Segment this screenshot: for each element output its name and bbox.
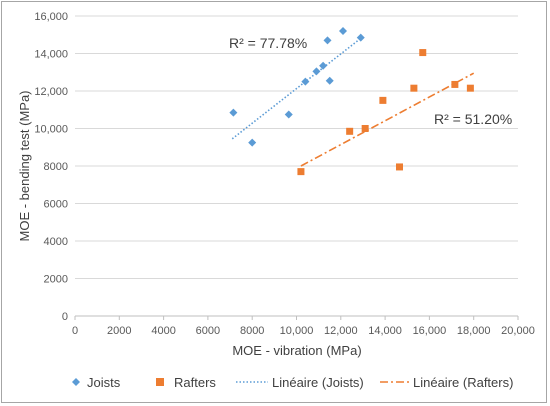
data-point-rafters [361,125,369,132]
x-tick-label: 14,000 [368,325,402,337]
x-tick-labels: 0 2000 4000 6000 8000 10,000 12,000 14,000 16,00… [72,316,535,337]
data-point-joists [356,33,365,42]
legend-marker-rafters [156,378,164,386]
x-tick-label: 8000 [240,325,264,337]
r2-label-joists: R² = 77.78% [229,35,307,51]
x-axis-title: MOE - vibration (MPa) [232,343,361,358]
data-point-joists [339,27,348,35]
data-point-joists [229,108,238,117]
data-point-joists [319,61,328,70]
gridlines [75,15,518,317]
y-axis-title: MOE - bending test (MPa) [17,91,32,242]
data-point-rafters [410,84,418,92]
x-tick-label: 16,000 [413,325,447,337]
x-tick-label: 18,000 [457,325,491,337]
data-point-joists [323,36,332,45]
x-tick-label: 2000 [107,325,131,337]
legend-label-joists: Joists [87,375,121,390]
data-point-joists [301,77,310,86]
y-tick-label: 2000 [44,274,68,286]
trendlines [231,35,475,167]
y-tick-label: 14,000 [34,49,68,61]
x-tick-label: 10,000 [280,325,314,337]
data-point-joists [284,110,293,119]
legend-item-rafters: Rafters [156,375,216,390]
data-point-rafters [297,168,305,176]
data-point-rafters [395,163,403,171]
data-point-rafters [379,96,387,104]
x-tick-label: 4000 [151,325,175,337]
data-point-rafters [466,84,474,92]
trendline-rafters [300,72,475,167]
legend-item-linear-joists: Linéaire (Joists) [236,375,364,390]
r2-label-rafters: R² = 51.20% [434,111,512,127]
data-point-rafters [346,127,354,135]
data-point-rafters [451,80,459,88]
data-point-joists [312,67,321,76]
y-tick-label: 0 [62,311,68,323]
x-tick-label: 12,000 [324,325,358,337]
y-tick-label: 16,000 [34,11,68,23]
y-tick-label: 6000 [44,199,68,211]
legend: Joists Rafters Linéaire (Joists) Linéair… [72,375,513,390]
x-tick-label: 6000 [196,325,220,337]
y-tick-label: 4000 [44,236,68,248]
y-tick-label: 8000 [44,161,68,173]
y-tick-label: 12,000 [34,86,68,98]
x-tick-label: 0 [72,325,78,337]
data-point-joists [248,138,257,147]
y-tick-labels: 0 2000 4000 6000 8000 10,000 12,000 14,000 16,00… [34,11,68,323]
legend-item-linear-rafters: Linéaire (Rafters) [380,375,513,390]
data-point-joists [325,76,334,85]
legend-item-joists: Joists [72,375,121,390]
legend-label-rafters: Rafters [174,375,216,390]
data-points [229,27,474,176]
legend-label-linear-rafters: Linéaire (Rafters) [413,375,513,390]
legend-marker-joists [72,378,80,386]
data-point-rafters [419,49,427,57]
x-tick-label: 20,000 [501,325,535,337]
y-tick-label: 10,000 [34,124,68,136]
trendline-joists [231,35,364,140]
legend-label-linear-joists: Linéaire (Joists) [272,375,364,390]
